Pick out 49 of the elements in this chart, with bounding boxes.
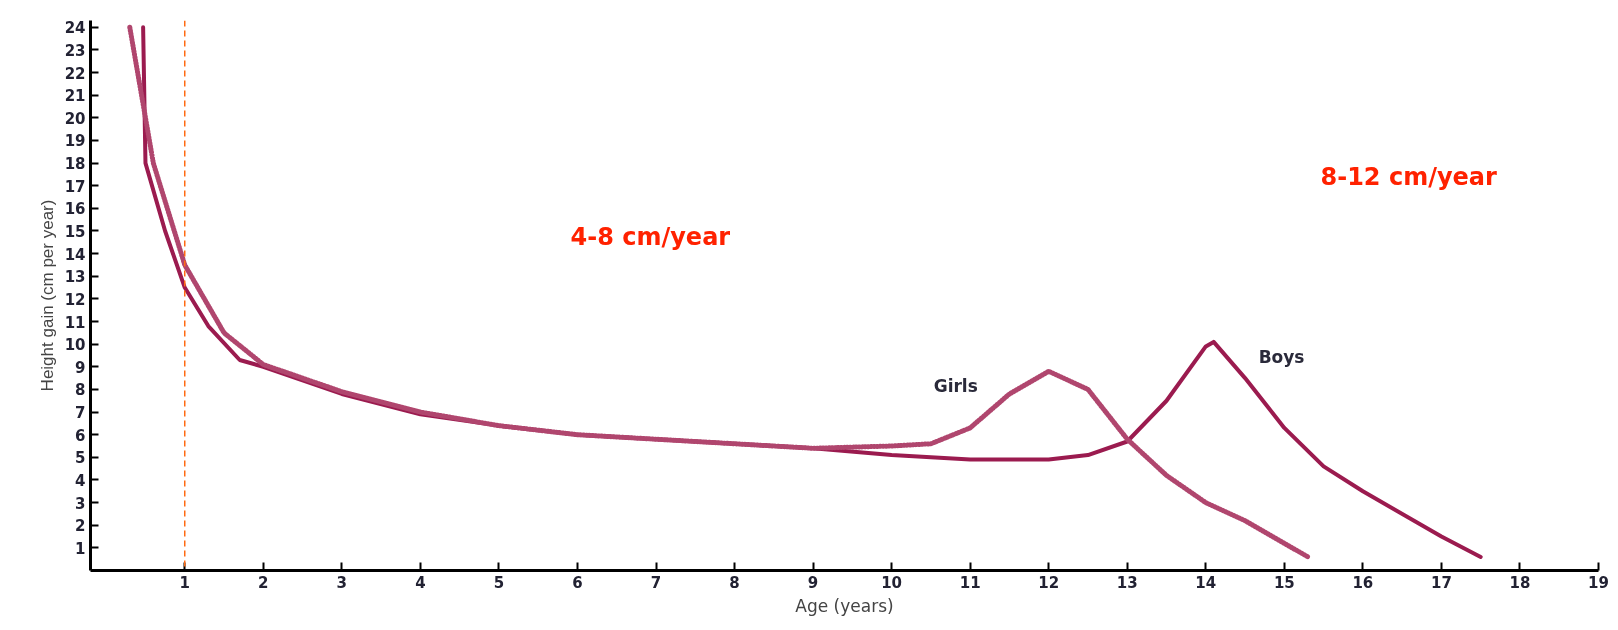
y-tick-label: 17 xyxy=(64,177,86,196)
x-tick-label: 14 xyxy=(1195,573,1217,592)
y-tick-label: 19 xyxy=(64,132,86,151)
x-tick-label: 17 xyxy=(1430,573,1452,592)
y-tick-label: 8 xyxy=(75,381,86,400)
y-tick-label: 11 xyxy=(64,313,86,332)
y-tick-label: 3 xyxy=(75,494,86,513)
x-tick-label: 9 xyxy=(807,573,819,592)
y-tick-label: 1 xyxy=(75,539,86,558)
y-tick-label: 13 xyxy=(64,268,86,287)
y-tick-label: 21 xyxy=(64,87,86,106)
y-tick-label: 14 xyxy=(64,245,86,264)
x-tick-label: 16 xyxy=(1352,573,1374,592)
y-tick-label: 24 xyxy=(64,19,86,38)
x-tick-label: 8 xyxy=(729,573,740,592)
y-tick-label: 15 xyxy=(64,222,86,241)
y-tick-label: 12 xyxy=(64,290,86,309)
x-tick-label: 7 xyxy=(650,573,662,592)
y-tick-label: 16 xyxy=(64,200,86,219)
series-label: Girls xyxy=(933,376,978,397)
x-tick-label: 3 xyxy=(336,573,348,592)
y-tick-label: 6 xyxy=(75,426,86,445)
y-tick-label: 22 xyxy=(64,64,86,83)
y-tick-label: 4 xyxy=(75,471,86,490)
annotation: 8-12 cm/year xyxy=(1320,162,1498,191)
y-tick-label: 18 xyxy=(64,155,86,174)
x-axis-title: Age (years) xyxy=(795,595,894,616)
x-tick-label: 6 xyxy=(572,573,583,592)
y-tick-label: 7 xyxy=(75,404,86,423)
y-tick-label: 5 xyxy=(75,449,86,468)
x-tick-label: 10 xyxy=(881,573,903,592)
series-label: Boys xyxy=(1258,346,1305,367)
x-tick-label: 1 xyxy=(179,573,190,592)
x-tick-label: 2 xyxy=(258,573,269,592)
y-tick-label: 2 xyxy=(75,517,86,536)
x-tick-label: 19 xyxy=(1588,573,1609,592)
x-tick-label: 15 xyxy=(1273,573,1295,592)
annotation: 4-8 cm/year xyxy=(570,222,731,251)
x-tick-label: 5 xyxy=(493,573,505,592)
x-tick-label: 4 xyxy=(415,573,426,592)
x-tick-label: 12 xyxy=(1038,573,1060,592)
y-tick-label: 10 xyxy=(64,336,86,355)
y-tick-label: 23 xyxy=(64,41,86,60)
x-tick-label: 18 xyxy=(1509,573,1531,592)
y-tick-label: 9 xyxy=(75,358,86,377)
y-tick-label: 20 xyxy=(64,109,86,128)
x-tick-label: 11 xyxy=(959,573,981,592)
y-axis-title: Height gain (cm per year) xyxy=(37,199,57,392)
x-tick-label: 13 xyxy=(1116,573,1138,592)
